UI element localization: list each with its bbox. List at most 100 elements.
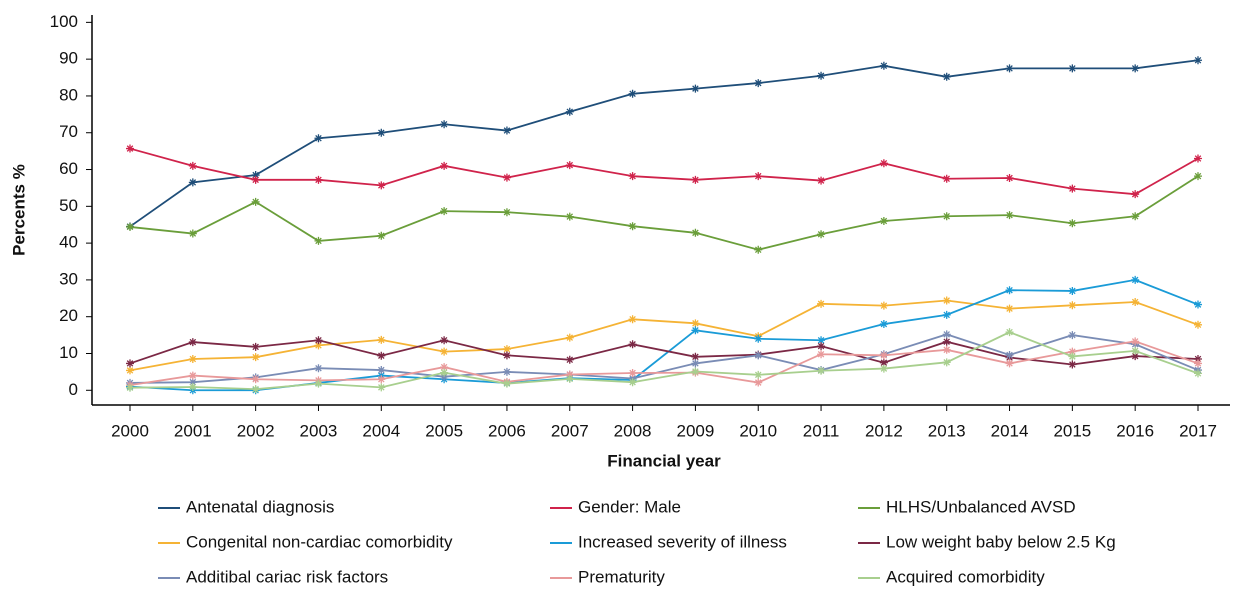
- marker: [628, 368, 637, 377]
- marker: [754, 79, 763, 88]
- marker: [1131, 64, 1140, 73]
- x-tick-label: 2004: [362, 421, 400, 440]
- marker: [188, 178, 197, 187]
- series-line: [129, 333, 1199, 384]
- marker: [942, 72, 951, 81]
- x-tick-label: 2011: [803, 421, 840, 440]
- marker: [1194, 300, 1202, 309]
- x-tick-label: 2002: [237, 421, 275, 440]
- marker: [942, 337, 951, 346]
- y-tick-label: 60: [59, 159, 78, 178]
- x-tick-label: 2014: [991, 421, 1029, 440]
- marker: [1194, 56, 1202, 65]
- legend-label: Additibal cariac risk factors: [186, 567, 388, 586]
- y-tick-label: 80: [59, 85, 78, 104]
- marker: [754, 245, 763, 254]
- marker: [565, 161, 574, 170]
- series-line: [129, 59, 1199, 228]
- marker: [754, 334, 763, 343]
- marker: [502, 345, 511, 354]
- marker: [1194, 359, 1202, 368]
- marker: [377, 231, 386, 240]
- marker: [817, 366, 826, 375]
- marker: [879, 217, 888, 226]
- series-line: [129, 175, 1199, 251]
- x-axis-label: Financial year: [607, 451, 721, 470]
- series-line: [129, 331, 1199, 391]
- marker: [314, 341, 323, 350]
- marker: [565, 333, 574, 342]
- marker: [1005, 64, 1014, 73]
- marker: [314, 364, 323, 373]
- marker: [1005, 211, 1014, 220]
- marker: [377, 366, 386, 375]
- x-tick-label: 2010: [739, 421, 777, 440]
- legend-label: Congenital non-cardiac comorbidity: [186, 532, 453, 551]
- marker: [251, 197, 260, 206]
- y-tick-label: 0: [69, 380, 78, 399]
- marker: [377, 335, 386, 344]
- series-line: [129, 340, 1199, 387]
- x-tick-label: 2009: [676, 421, 714, 440]
- x-tick-label: 2008: [614, 421, 652, 440]
- marker: [440, 161, 449, 170]
- marker: [1068, 347, 1077, 356]
- marker: [1131, 212, 1140, 221]
- marker: [1194, 320, 1202, 329]
- y-tick-label: 70: [59, 122, 78, 141]
- x-tick-label: 2016: [1116, 421, 1154, 440]
- marker: [1131, 297, 1140, 306]
- x-tick-label: 2015: [1053, 421, 1091, 440]
- marker: [879, 320, 888, 329]
- marker: [188, 355, 197, 364]
- marker: [754, 172, 763, 181]
- legend-label: Acquired comorbidity: [886, 567, 1045, 586]
- marker: [565, 212, 574, 221]
- marker: [691, 319, 700, 328]
- marker: [1005, 359, 1014, 368]
- marker: [754, 370, 763, 379]
- marker: [942, 330, 951, 339]
- marker: [1068, 352, 1077, 361]
- marker: [377, 128, 386, 137]
- legend-label: Antenatal diagnosis: [186, 497, 334, 516]
- marker: [502, 126, 511, 135]
- marker: [314, 134, 323, 143]
- marker: [817, 230, 826, 239]
- y-tick-label: 100: [50, 12, 78, 31]
- marker: [754, 351, 763, 360]
- marker: [628, 89, 637, 98]
- marker: [314, 336, 323, 345]
- marker: [126, 383, 134, 392]
- marker: [1005, 350, 1014, 359]
- marker: [754, 378, 763, 387]
- marker: [628, 222, 637, 231]
- marker: [879, 159, 888, 168]
- marker: [1068, 184, 1077, 193]
- marker: [691, 326, 700, 335]
- x-tick-label: 2003: [300, 421, 338, 440]
- marker: [879, 351, 888, 360]
- series-line: [129, 299, 1199, 372]
- marker: [251, 385, 260, 394]
- y-tick-label: 10: [59, 343, 78, 362]
- marker: [565, 370, 574, 379]
- marker: [377, 351, 386, 360]
- legend-label: Low weight baby below 2.5 Kg: [886, 532, 1116, 551]
- y-tick-label: 20: [59, 306, 78, 325]
- legend-label: Increased severity of illness: [578, 532, 787, 551]
- marker: [440, 120, 449, 129]
- marker: [251, 175, 260, 184]
- marker: [565, 374, 574, 383]
- y-tick-label: 30: [59, 269, 78, 288]
- marker: [817, 336, 826, 345]
- marker: [628, 315, 637, 324]
- marker: [1131, 190, 1140, 199]
- marker: [1068, 301, 1077, 310]
- marker: [691, 359, 700, 368]
- marker: [817, 299, 826, 308]
- marker: [314, 379, 323, 388]
- x-tick-label: 2000: [111, 421, 149, 440]
- series-line: [129, 278, 1199, 392]
